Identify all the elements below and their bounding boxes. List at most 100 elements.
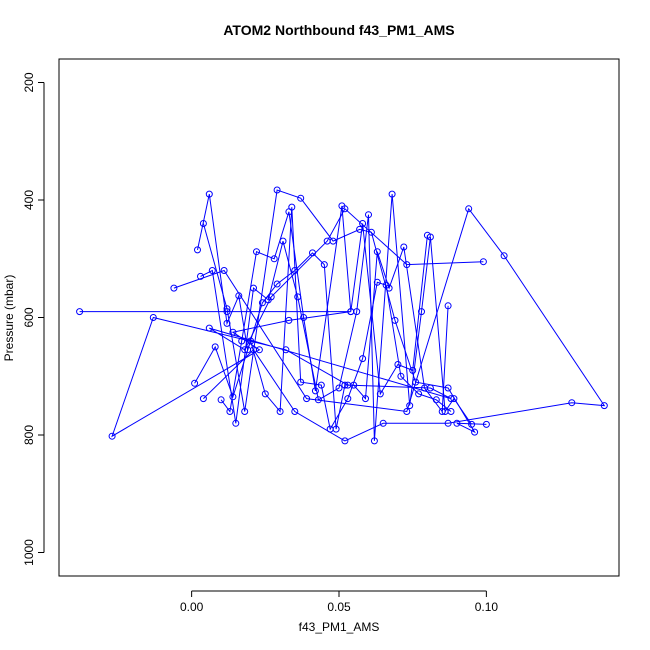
data-point bbox=[258, 299, 266, 307]
data-point bbox=[444, 302, 452, 310]
data-point bbox=[217, 396, 225, 404]
y-tick-label: 1000 bbox=[22, 539, 36, 566]
data-point bbox=[326, 425, 334, 433]
data-point bbox=[211, 343, 219, 351]
data-point bbox=[270, 255, 278, 263]
data-point bbox=[356, 225, 364, 233]
y-tick-label: 800 bbox=[22, 425, 36, 445]
data-point bbox=[479, 258, 487, 266]
data-point bbox=[303, 395, 311, 403]
data-point bbox=[226, 408, 234, 415]
data-point bbox=[365, 211, 372, 219]
data-point bbox=[415, 390, 423, 398]
data-point bbox=[253, 248, 260, 256]
data-point bbox=[403, 408, 411, 415]
data-point bbox=[373, 278, 381, 286]
plot-data-group bbox=[76, 186, 608, 445]
data-point bbox=[232, 419, 240, 427]
data-point bbox=[291, 408, 299, 415]
data-point bbox=[600, 402, 608, 410]
data-point bbox=[223, 319, 231, 327]
x-tick-label: 0.00 bbox=[180, 600, 204, 614]
data-point bbox=[297, 378, 305, 386]
data-point bbox=[229, 393, 237, 401]
data-point bbox=[362, 395, 369, 403]
data-point bbox=[276, 408, 284, 415]
data-point bbox=[500, 252, 508, 260]
data-point bbox=[314, 396, 322, 404]
data-point bbox=[482, 420, 490, 428]
data-point bbox=[197, 272, 204, 280]
data-point bbox=[285, 316, 293, 324]
data-point bbox=[205, 190, 213, 198]
data-point bbox=[223, 305, 231, 313]
data-point bbox=[406, 402, 414, 410]
data-point bbox=[329, 237, 337, 245]
data-point bbox=[344, 395, 352, 403]
data-point bbox=[297, 194, 305, 202]
data-point bbox=[317, 381, 325, 389]
data-point bbox=[367, 228, 375, 236]
data-point bbox=[379, 419, 387, 427]
data-point bbox=[370, 437, 378, 445]
data-point bbox=[261, 390, 269, 398]
data-point bbox=[421, 384, 428, 392]
data-point bbox=[273, 280, 281, 288]
data-point bbox=[288, 203, 296, 211]
series-line-6 bbox=[220, 205, 428, 413]
series-line-3 bbox=[202, 189, 487, 434]
data-point bbox=[300, 314, 308, 321]
data-point bbox=[338, 202, 346, 210]
data-point bbox=[468, 420, 476, 428]
data-point bbox=[238, 337, 246, 345]
data-point bbox=[311, 387, 319, 395]
data-point bbox=[471, 428, 479, 436]
y-tick-label: 200 bbox=[22, 72, 36, 92]
data-point bbox=[359, 220, 367, 227]
data-point bbox=[229, 328, 237, 336]
data-point bbox=[264, 296, 272, 304]
data-point bbox=[320, 261, 328, 269]
data-point bbox=[373, 248, 381, 256]
data-point bbox=[244, 346, 252, 354]
y-axis-label: Pressure (mbar) bbox=[2, 275, 16, 362]
data-point bbox=[205, 324, 213, 332]
series-line-2 bbox=[173, 207, 606, 442]
data-point bbox=[444, 384, 452, 392]
data-point bbox=[76, 308, 84, 316]
data-point bbox=[149, 314, 157, 321]
data-point bbox=[418, 308, 425, 316]
data-point bbox=[568, 399, 576, 407]
data-point bbox=[247, 337, 255, 345]
data-point bbox=[400, 243, 408, 251]
series-line-7 bbox=[194, 207, 452, 431]
x-axis-label: f43_PM1_AMS bbox=[299, 620, 380, 634]
data-point bbox=[208, 267, 216, 274]
data-point bbox=[282, 346, 290, 354]
data-point bbox=[341, 437, 349, 445]
y-tick-label: 400 bbox=[22, 190, 36, 210]
axes-group: 0.00 0.05 0.10 200 400 600 800 1000 bbox=[22, 72, 498, 614]
data-point bbox=[444, 419, 452, 427]
data-point bbox=[241, 408, 249, 415]
data-point bbox=[191, 379, 199, 387]
data-point bbox=[388, 190, 396, 198]
data-point bbox=[335, 384, 343, 392]
plot-frame bbox=[58, 58, 620, 577]
data-point bbox=[394, 361, 402, 368]
data-point bbox=[453, 419, 461, 427]
data-point bbox=[199, 395, 207, 403]
data-point bbox=[235, 292, 243, 300]
x-tick-label: 0.05 bbox=[327, 600, 351, 614]
data-point bbox=[465, 205, 473, 213]
data-point bbox=[220, 267, 228, 274]
data-point bbox=[108, 432, 116, 440]
data-point bbox=[341, 381, 349, 389]
data-point bbox=[450, 395, 458, 403]
data-point bbox=[423, 231, 431, 239]
data-point bbox=[194, 246, 201, 254]
series-line-4 bbox=[197, 193, 449, 430]
data-point bbox=[382, 281, 390, 289]
data-point bbox=[309, 249, 316, 257]
